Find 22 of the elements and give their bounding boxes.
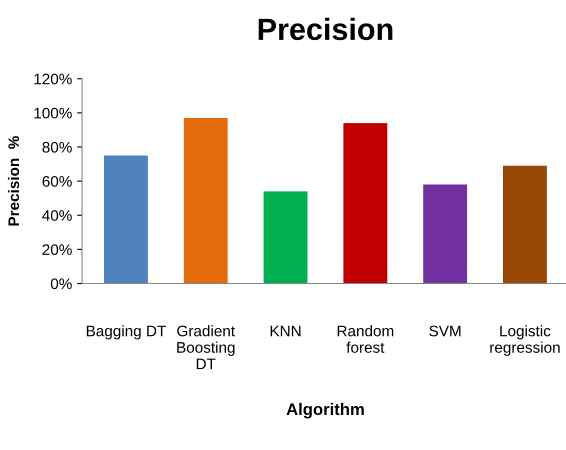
bar (423, 184, 468, 284)
x-tick-label: Bagging DT (86, 325, 166, 340)
x-axis-title: Algorithm (286, 402, 364, 418)
chart-title: Precision (258, 18, 392, 40)
x-tick-label: SVM (429, 326, 460, 336)
bar (503, 166, 547, 284)
bar (184, 118, 228, 284)
y-tick-label: 0% (50, 278, 72, 290)
x-tick-label: Logistic regression (490, 325, 560, 356)
x-tick-label: Random forest (338, 325, 394, 353)
y-tick-label: 120% (34, 74, 72, 84)
x-tick-label: KNN (270, 326, 300, 336)
y-axis-title: Precision % (8, 136, 20, 226)
x-tick-label: Gradient Boosting DT (177, 325, 235, 370)
bar (264, 191, 308, 284)
y-tick-label: 60% (42, 176, 72, 187)
bar (343, 123, 388, 284)
y-tick-label: 100% (34, 108, 72, 119)
y-tick-label: 80% (42, 142, 72, 153)
y-tick-label: 20% (42, 244, 72, 256)
bar (104, 156, 148, 284)
y-tick-label: 40% (42, 210, 72, 221)
